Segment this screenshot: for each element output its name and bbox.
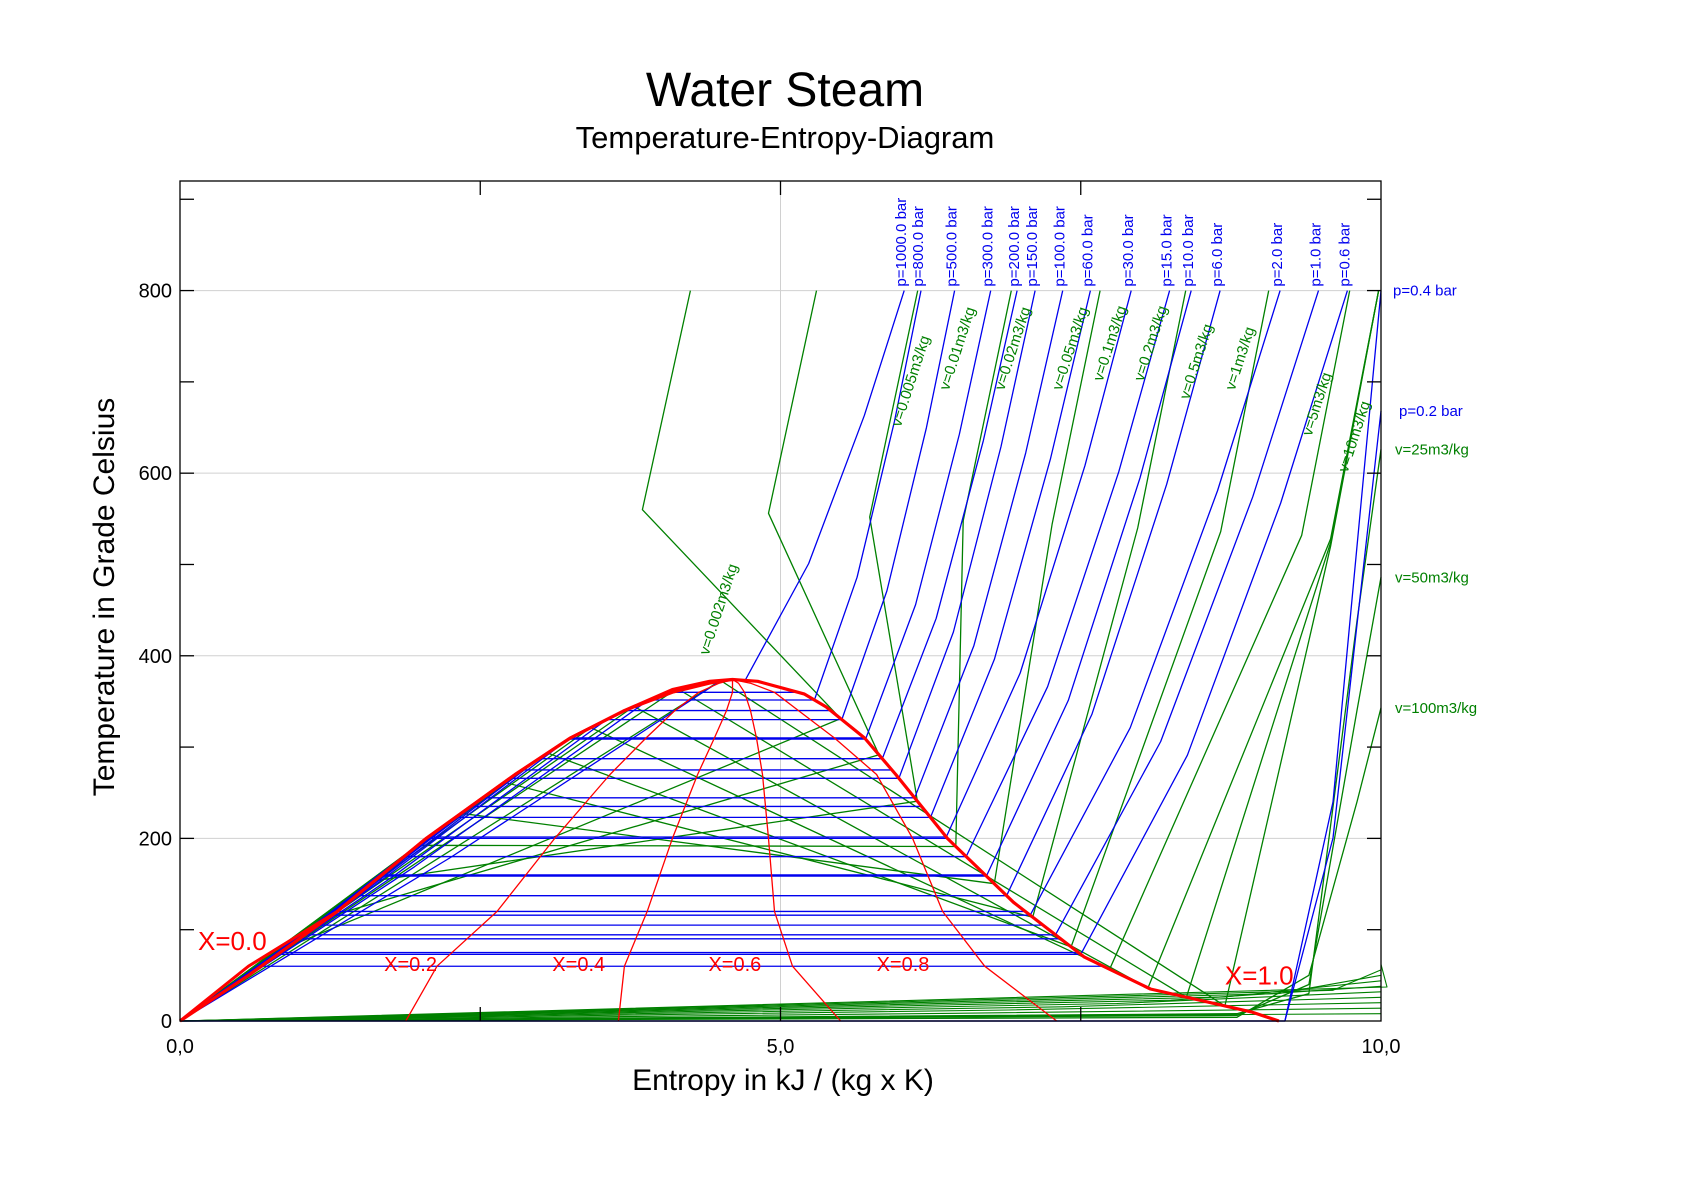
- isochore-line: [179, 577, 1382, 1022]
- y-tick-label: 600: [139, 463, 172, 485]
- isochore-fan-line: [179, 996, 1382, 1022]
- isobar-label: p=200.0 bar: [1006, 206, 1023, 286]
- isobar-label: p=15.0 bar: [1159, 214, 1176, 286]
- isobar-label: p=30.0 bar: [1120, 214, 1137, 286]
- chart-subtitle: Temperature-Entropy-Diagram: [576, 120, 995, 155]
- quality-label: X=0.4: [552, 954, 605, 976]
- isochore-line: [179, 449, 1382, 1022]
- isochore-label: v=25m3/kg: [1395, 441, 1469, 458]
- isobar-label: p=100.0 bar: [1052, 206, 1069, 287]
- isobar-label: p=0.6 bar: [1336, 223, 1353, 287]
- isochore-label: v=0.2m3/kg: [1131, 304, 1171, 383]
- isobar-label: p=10.0 bar: [1180, 214, 1197, 286]
- isochore-fan-line: [179, 1002, 1382, 1022]
- isochore-line: [179, 707, 1382, 1022]
- isochore-label: v=0.5m3/kg: [1176, 322, 1216, 401]
- isobar-label: p=1.0 bar: [1308, 223, 1325, 287]
- isobar-label: p=2.0 bar: [1269, 223, 1286, 287]
- isochore-label: v=0.005m3/kg: [888, 333, 933, 428]
- isochore-label: v=10m3/kg: [1335, 399, 1374, 474]
- x-tick-label: 0,0: [166, 1036, 194, 1058]
- isobar-label: p=6.0 bar: [1209, 223, 1226, 287]
- y-tick-label: 400: [139, 646, 172, 668]
- quality-line: [732, 678, 842, 1022]
- isobar-label: p=1000.0 bar: [893, 198, 910, 287]
- quality-line: [617, 679, 734, 1022]
- isochore-label: v=50m3/kg: [1395, 569, 1469, 586]
- quality-label: X=0.2: [384, 954, 437, 976]
- isobar-label: p=300.0 bar: [980, 206, 997, 287]
- isobar-label: p=500.0 bar: [944, 206, 961, 287]
- quality-lines: [179, 677, 1280, 1023]
- isochore-fan-line: [179, 964, 1388, 1022]
- isochore-label: v=0.05m3/kg: [1049, 305, 1092, 392]
- isochore-label: v=1m3/kg: [1222, 325, 1258, 393]
- quality-label: X=0.0: [198, 926, 267, 956]
- isochore-fan-line: [179, 1013, 1382, 1022]
- isochore-fan-line: [179, 969, 1382, 1022]
- isobar-label: p=0.2 bar: [1399, 403, 1463, 420]
- grid-lines: [180, 181, 1381, 1021]
- y-tick-label: 0: [161, 1011, 172, 1033]
- quality-label: X=0.8: [877, 954, 930, 976]
- isochore-label: v=100m3/kg: [1395, 700, 1477, 717]
- quality-label: X=0.6: [708, 954, 761, 976]
- isochore-label: v=0.02m3/kg: [992, 305, 1035, 392]
- quality-line: [179, 678, 733, 1023]
- quality-line: [405, 678, 733, 1022]
- y-axis-label: Temperature in Grade Celsius: [88, 398, 121, 797]
- x-tick-label: 5,0: [767, 1036, 795, 1058]
- isobar-label: p=800.0 bar: [910, 206, 927, 287]
- quality-line: [732, 678, 1058, 1022]
- isobar-label: p=0.4 bar: [1393, 283, 1457, 300]
- isochore-label: v=0.002m3/kg: [696, 562, 741, 657]
- chart-title: Water Steam: [646, 64, 924, 117]
- axis-ticks: 0 200 400 600 800 0,0 5,0 10,0: [139, 181, 1401, 1058]
- isochore-fan-line: [179, 974, 1382, 1022]
- x-tick-label: 10,0: [1362, 1036, 1401, 1058]
- y-tick-label: 200: [139, 828, 172, 850]
- isochore-label: v=5m3/kg: [1299, 370, 1335, 438]
- saturation-dome: [179, 677, 1280, 1023]
- quality-label: X=1.0: [1225, 960, 1294, 990]
- isobar-label: p=60.0 bar: [1079, 214, 1096, 286]
- y-tick-label: 800: [139, 281, 172, 303]
- isochore-fan-line: [179, 980, 1382, 1022]
- isobar-label: p=150.0 bar: [1024, 206, 1041, 287]
- x-axis-label: Entropy in kJ / (kg x K): [632, 1064, 934, 1097]
- isochore-fan-line: [179, 991, 1382, 1022]
